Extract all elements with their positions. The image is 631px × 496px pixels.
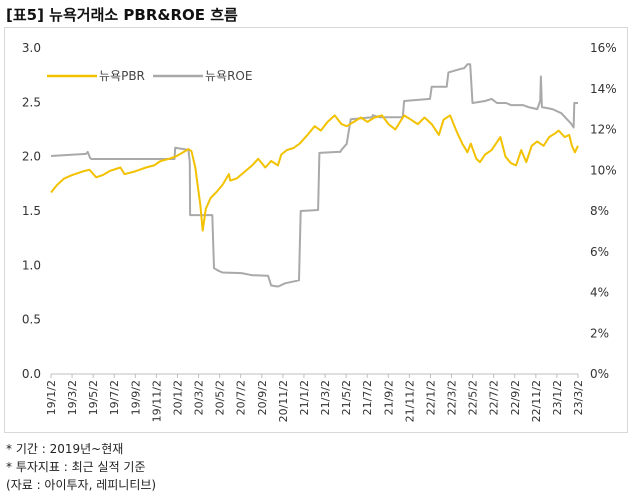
chart-legend: 뉴욕PBR 뉴욕ROE xyxy=(47,69,252,83)
y-right-tick-label: 14% xyxy=(590,82,617,96)
y-left-tick-label: 1.5 xyxy=(22,204,41,218)
y-left-tick-label: 2.5 xyxy=(22,95,41,109)
x-tick-label: 20/3/2 xyxy=(193,380,206,415)
x-tick-label: 23/1/2 xyxy=(551,380,564,415)
x-tick-label: 19/1/2 xyxy=(45,380,58,415)
y-left-tick-label: 0.0 xyxy=(22,367,41,381)
legend-label-roe: 뉴욕ROE xyxy=(205,69,252,83)
legend-label-pbr: 뉴욕PBR xyxy=(99,69,145,83)
y-left-tick-label: 2.0 xyxy=(22,150,41,164)
x-tick-label: 21/5/2 xyxy=(340,380,353,415)
x-tick-label: 22/9/2 xyxy=(509,380,522,415)
y-right-tick-label: 10% xyxy=(590,163,617,177)
y-left-tick-label: 1.0 xyxy=(22,258,41,272)
x-tick-label: 20/11/2 xyxy=(277,380,290,422)
pbr-roe-line-chart: 0.0 0.5 1.0 1.5 2.0 2.5 3.0 0% 2% 4% 6% 8% 10% 12% 14%… xyxy=(22,41,617,422)
axes: 0.0 0.5 1.0 1.5 2.0 2.5 3.0 0% 2% 4% 6% 8% 10% 12% 14%… xyxy=(22,41,617,422)
x-tick-label: 22/11/2 xyxy=(530,380,543,422)
series-layer xyxy=(50,63,579,288)
footnotes: * 기간 : 2019년~현재 * 투자지표 : 최근 실적 기준 (자료 : … xyxy=(6,440,156,494)
y-right-tick-label: 0% xyxy=(590,367,609,381)
note-period: * 기간 : 2019년~현재 xyxy=(6,442,124,456)
x-tick-label: 19/9/2 xyxy=(129,380,142,415)
series-line-pbr xyxy=(50,114,579,232)
x-tick-label: 20/7/2 xyxy=(235,380,248,415)
y-right-tick-label: 2% xyxy=(590,326,609,340)
y-right-tick-label: 16% xyxy=(590,41,617,55)
x-tick-label: 22/3/2 xyxy=(446,380,459,415)
x-tick-label: 20/9/2 xyxy=(256,380,269,415)
x-tick-label: 21/1/2 xyxy=(298,380,311,415)
chart-title: [표5] 뉴욕거래소 PBR&ROE 흐름 xyxy=(6,6,238,24)
y-right-tick-label: 4% xyxy=(590,286,609,300)
x-tick-label: 21/7/2 xyxy=(361,380,374,415)
y-right-tick-label: 6% xyxy=(590,245,609,259)
x-tick-label: 22/5/2 xyxy=(467,380,480,415)
x-tick-label: 20/1/2 xyxy=(171,380,184,415)
note-source: (자료 : 아이투자, 레피니티브) xyxy=(6,478,157,492)
series-line-roe xyxy=(50,63,578,288)
x-tick-label: 20/5/2 xyxy=(214,380,227,415)
y-left-tick-label: 0.5 xyxy=(22,313,41,327)
x-tick-label: 22/7/2 xyxy=(488,380,501,415)
x-tick-label: 23/3/2 xyxy=(572,380,585,415)
x-tick-label: 19/7/2 xyxy=(108,380,121,415)
x-tick-label: 22/1/2 xyxy=(424,380,437,415)
x-tick-label: 21/9/2 xyxy=(382,380,395,415)
y-right-tick-label: 8% xyxy=(590,204,609,218)
y-right-tick-label: 12% xyxy=(590,123,617,137)
x-tick-label: 19/11/2 xyxy=(150,380,163,422)
x-tick-label: 19/5/2 xyxy=(87,380,100,415)
x-tick-label: 19/3/2 xyxy=(66,380,79,415)
note-indicator: * 투자지표 : 최근 실적 기준 xyxy=(6,460,146,474)
x-tick-label: 21/3/2 xyxy=(319,380,332,415)
x-tick-label: 21/11/2 xyxy=(403,380,416,422)
chart-frame: 0.0 0.5 1.0 1.5 2.0 2.5 3.0 0% 2% 4% 6% 8% 10% 12% 14%… xyxy=(4,27,628,433)
y-left-tick-label: 3.0 xyxy=(22,41,41,55)
